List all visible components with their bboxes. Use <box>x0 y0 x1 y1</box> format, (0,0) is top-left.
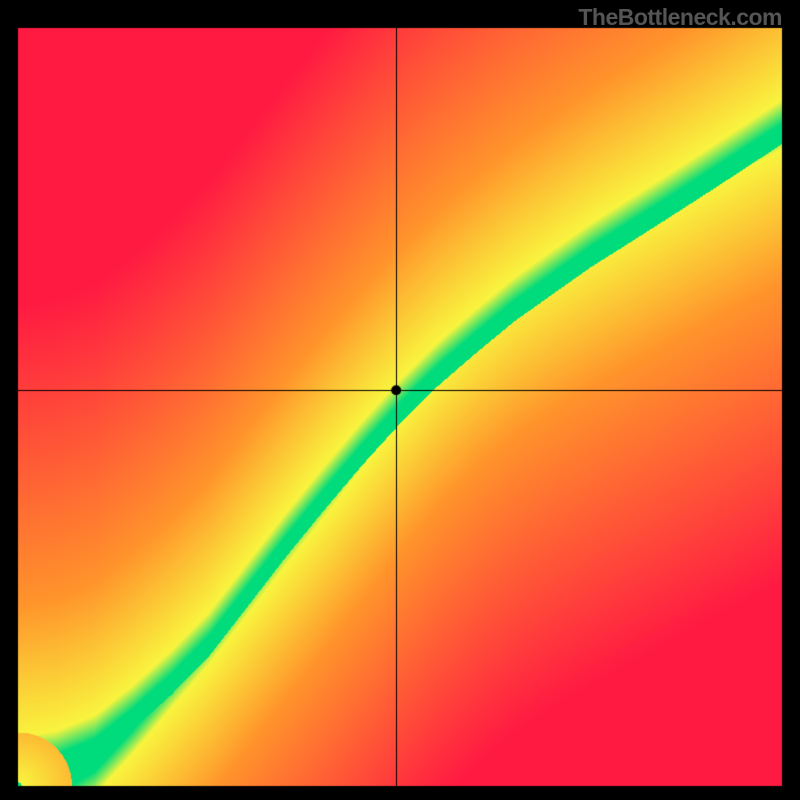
bottleneck-heatmap <box>0 0 800 800</box>
watermark-text: TheBottleneck.com <box>578 4 782 31</box>
